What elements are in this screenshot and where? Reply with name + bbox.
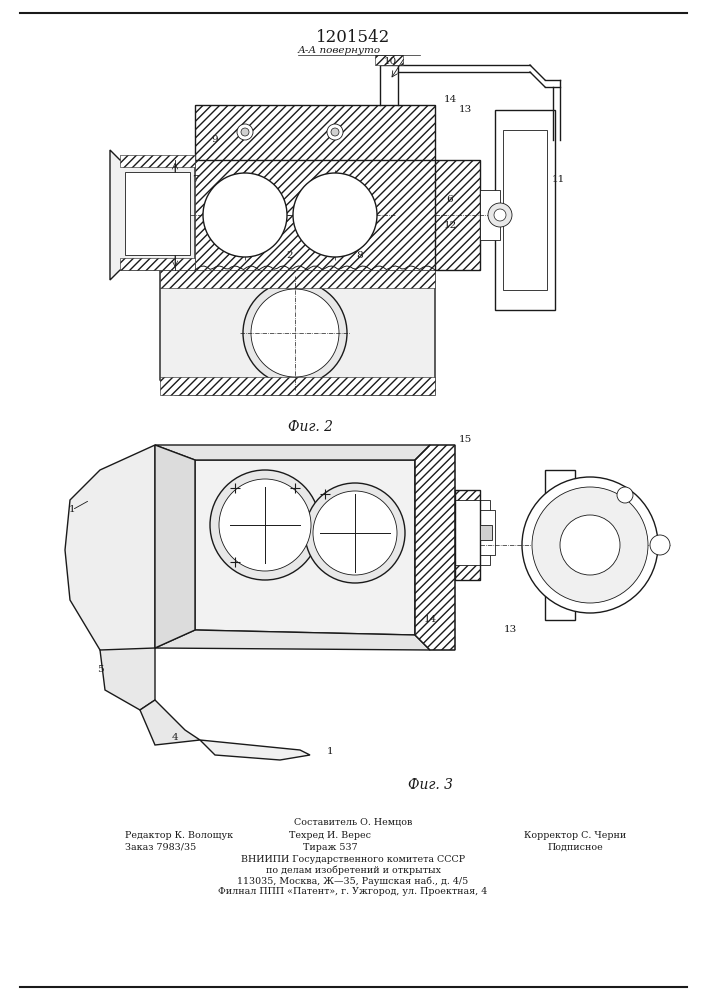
Text: по делам изобретений и открытых: по делам изобретений и открытых	[266, 865, 440, 875]
Bar	[435, 160, 480, 270]
Polygon shape	[415, 445, 455, 650]
Circle shape	[494, 209, 506, 221]
Polygon shape	[65, 445, 155, 680]
Text: 13: 13	[458, 105, 472, 114]
Circle shape	[293, 173, 377, 257]
Text: 10: 10	[383, 57, 397, 66]
Circle shape	[488, 203, 512, 227]
Text: 13: 13	[503, 626, 517, 635]
Circle shape	[241, 128, 249, 136]
Circle shape	[251, 289, 339, 377]
Text: 11: 11	[551, 176, 565, 184]
Bar	[480, 510, 495, 555]
Text: ВНИИПИ Государственного комитета СССР: ВНИИПИ Государственного комитета СССР	[241, 854, 465, 863]
Circle shape	[237, 124, 253, 140]
Text: 4: 4	[172, 732, 178, 742]
Polygon shape	[195, 460, 415, 635]
Bar	[195, 160, 435, 270]
Bar	[480, 525, 492, 540]
Text: 6: 6	[447, 196, 453, 205]
Circle shape	[650, 535, 670, 555]
Text: 5: 5	[97, 666, 103, 674]
Text: 1201542: 1201542	[316, 28, 390, 45]
Text: Составитель О. Немцов: Составитель О. Немцов	[294, 818, 412, 826]
Circle shape	[560, 515, 620, 575]
Circle shape	[327, 124, 343, 140]
Text: Тираж 537: Тираж 537	[303, 842, 357, 852]
Text: 1: 1	[327, 748, 333, 756]
Text: H: H	[164, 209, 173, 218]
Bar	[195, 105, 435, 160]
Text: 1: 1	[69, 506, 76, 514]
Text: 2: 2	[286, 250, 293, 259]
Text: 12: 12	[443, 221, 457, 230]
Circle shape	[203, 173, 287, 257]
Bar	[125, 172, 190, 255]
Bar	[545, 470, 575, 620]
Polygon shape	[155, 445, 195, 648]
Polygon shape	[100, 648, 155, 710]
Bar	[195, 105, 435, 160]
Text: Редактор К. Волощук: Редактор К. Волощук	[125, 830, 233, 840]
Text: 7: 7	[192, 176, 198, 184]
Polygon shape	[155, 630, 430, 650]
Bar	[495, 110, 555, 310]
Text: 9: 9	[211, 135, 218, 144]
Text: Фиг. 2: Фиг. 2	[288, 420, 332, 434]
Circle shape	[617, 487, 633, 503]
Polygon shape	[140, 700, 200, 745]
Text: Фиг. 3: Фиг. 3	[407, 778, 452, 792]
Circle shape	[210, 470, 320, 580]
Text: А-А повернуто: А-А повернуто	[298, 46, 381, 55]
Bar	[435, 160, 480, 270]
Polygon shape	[200, 740, 310, 760]
Text: Корректор С. Черни: Корректор С. Черни	[524, 830, 626, 840]
Polygon shape	[155, 445, 430, 460]
Text: 8: 8	[357, 250, 363, 259]
Bar	[120, 155, 195, 167]
Circle shape	[219, 479, 311, 571]
Bar	[480, 190, 500, 240]
Bar	[160, 270, 435, 288]
Polygon shape	[160, 270, 435, 395]
Text: Подписное: Подписное	[547, 842, 603, 852]
Circle shape	[532, 487, 648, 603]
Bar	[120, 258, 195, 270]
Text: 113035, Москва, Ж—35, Раушская наб., д. 4/5: 113035, Москва, Ж—35, Раушская наб., д. …	[238, 876, 469, 886]
Bar	[455, 490, 480, 580]
Text: Заказ 7983/35: Заказ 7983/35	[125, 842, 197, 852]
Text: Техред И. Верес: Техред И. Верес	[289, 830, 371, 840]
Bar	[503, 130, 547, 290]
Polygon shape	[455, 490, 480, 580]
Circle shape	[522, 477, 658, 613]
Text: 14: 14	[423, 615, 437, 624]
Bar	[375, 55, 403, 65]
Circle shape	[243, 281, 347, 385]
Bar	[160, 377, 435, 395]
Text: Филнал ППП «Патент», г. Ужгород, ул. Проектная, 4: Филнал ППП «Патент», г. Ужгород, ул. Про…	[218, 888, 488, 896]
Circle shape	[313, 491, 397, 575]
Bar	[455, 500, 490, 565]
Circle shape	[331, 128, 339, 136]
Text: 14: 14	[443, 96, 457, 104]
Polygon shape	[110, 150, 195, 280]
Text: 15: 15	[458, 436, 472, 444]
Circle shape	[305, 483, 405, 583]
Text: H/2: H/2	[161, 182, 169, 198]
